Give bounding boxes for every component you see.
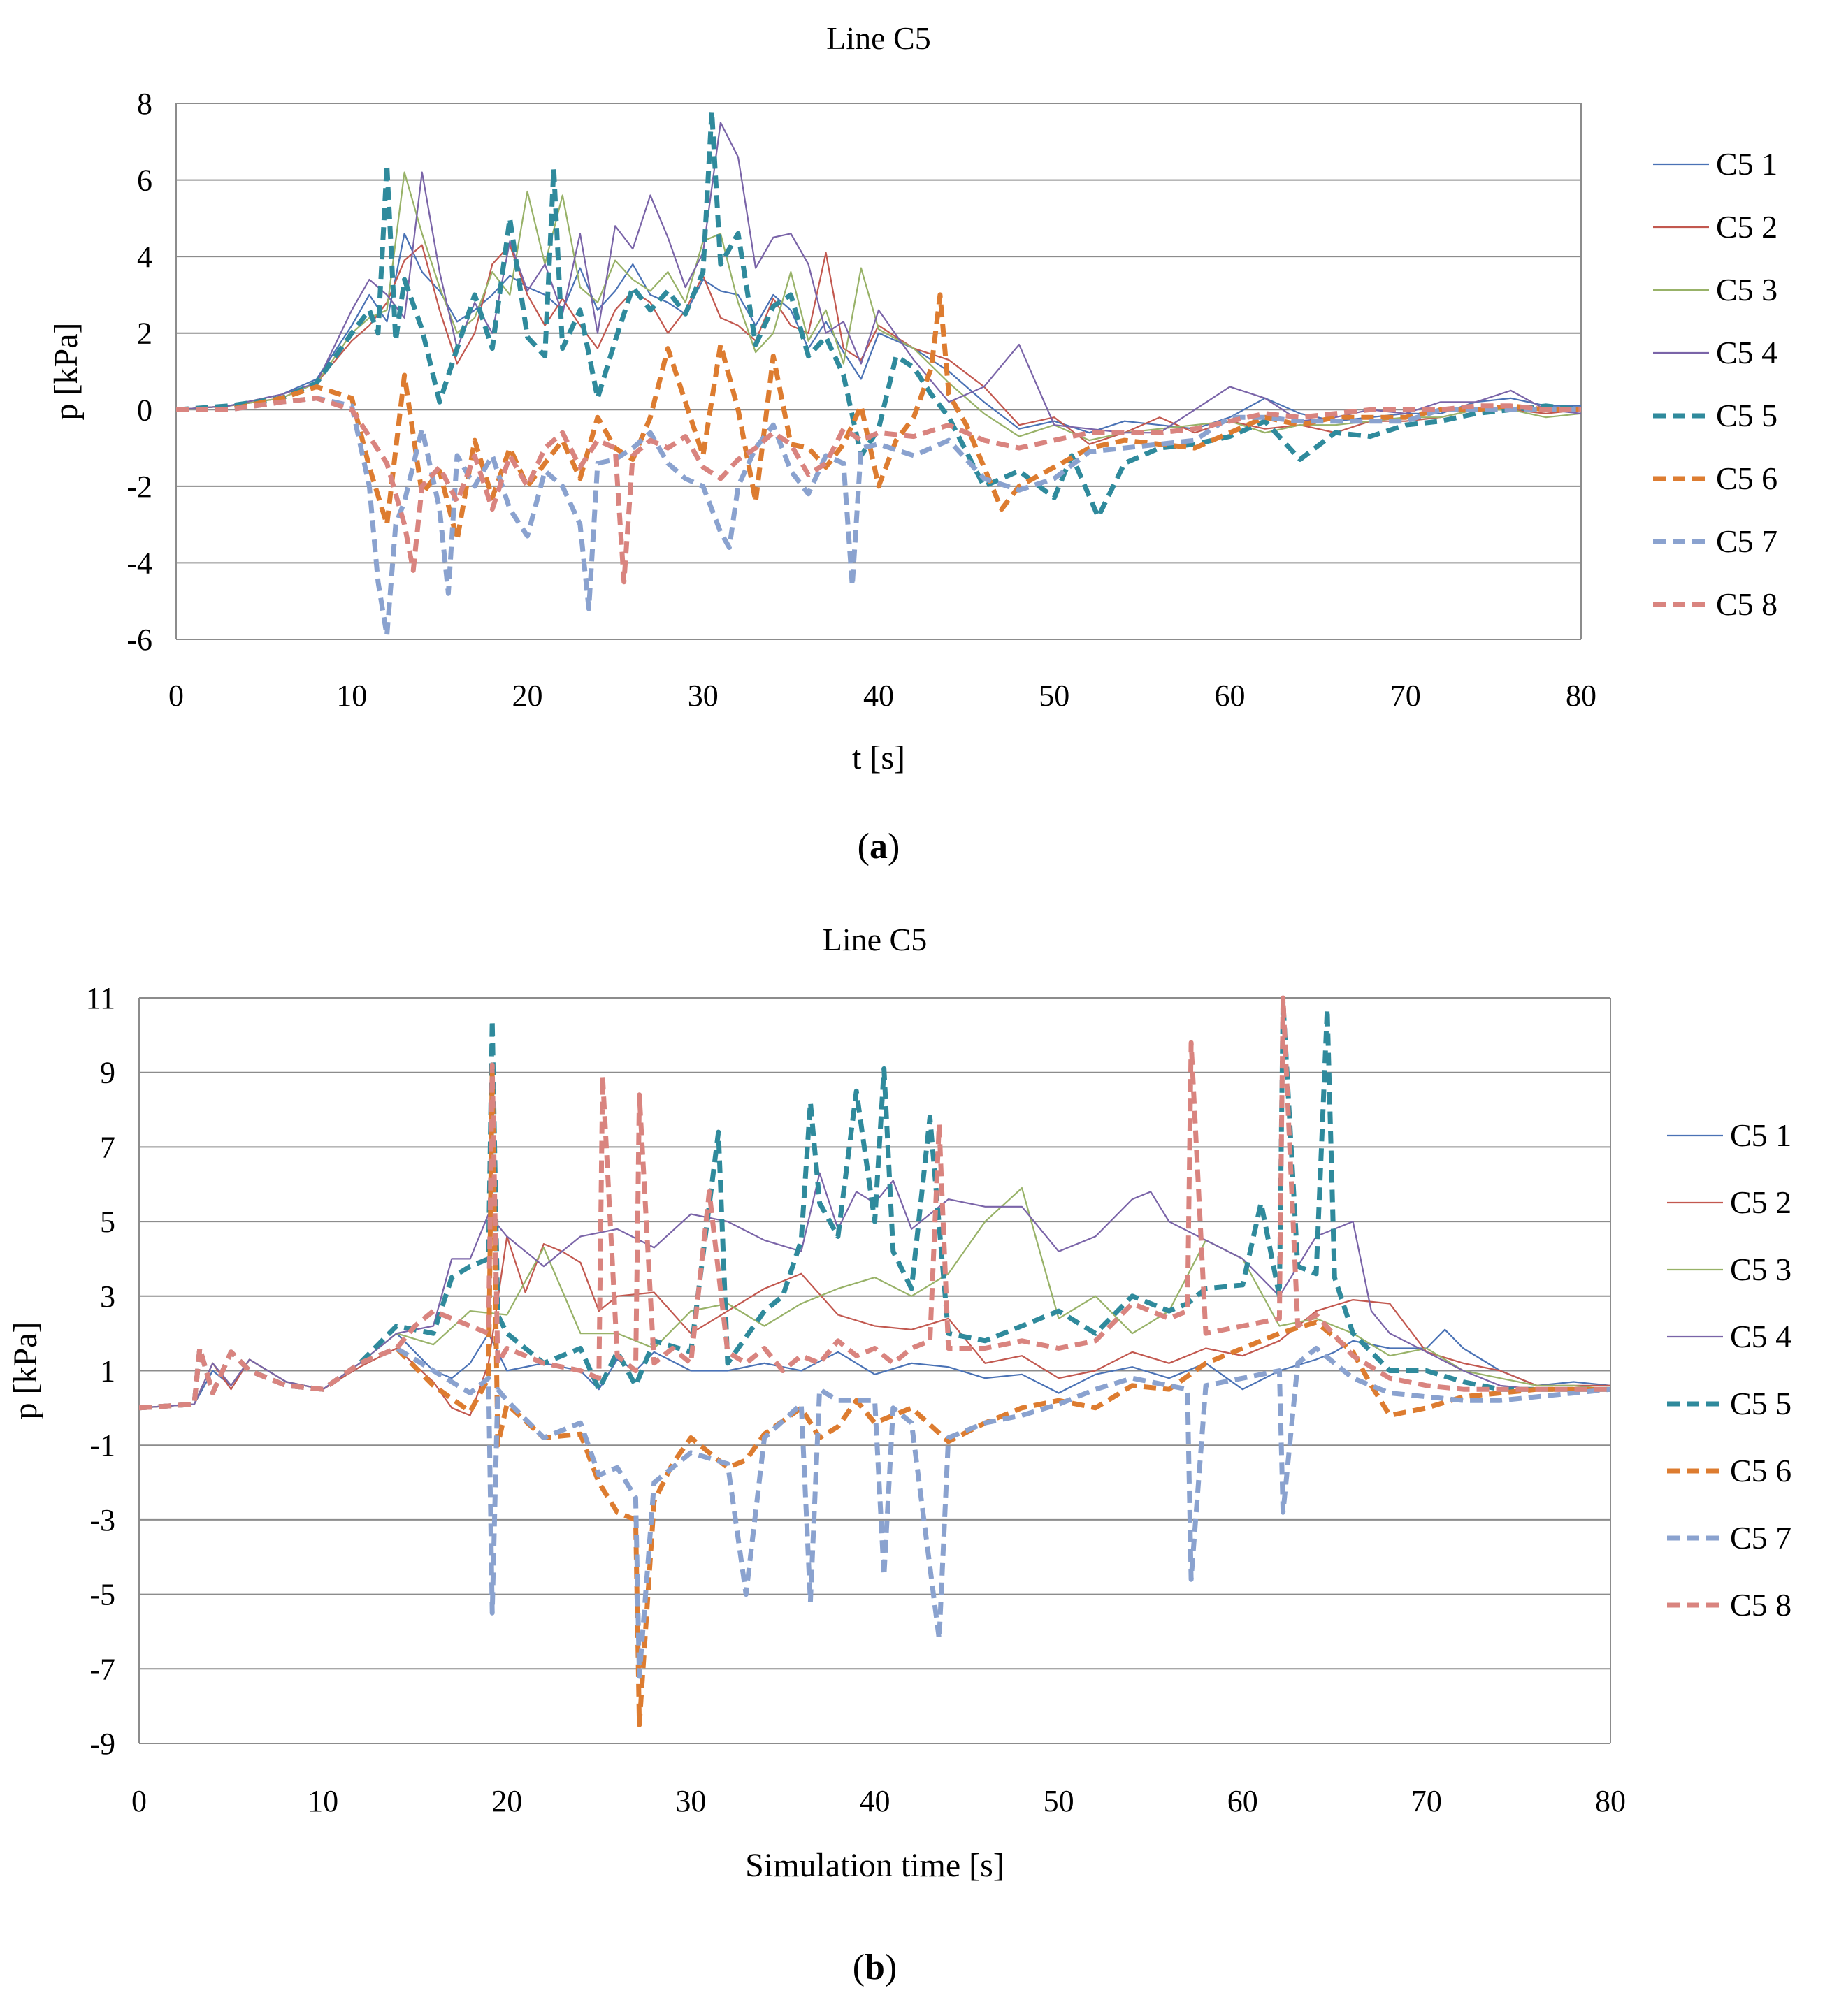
x-tick-label: 0	[131, 1784, 147, 1818]
legend-label: C5 7	[1716, 523, 1777, 559]
legend-label: C5 7	[1730, 1520, 1791, 1555]
panel-caption: (b)	[853, 1948, 897, 1987]
y-tick-label: -6	[127, 623, 152, 657]
y-tick-label: -5	[89, 1578, 115, 1612]
x-tick-label: 70	[1390, 679, 1421, 713]
series-line-c5-7	[139, 1346, 1610, 1679]
series-line-c5-8	[139, 995, 1610, 1411]
y-tick-label: -9	[89, 1727, 115, 1761]
panel-caption: (a)	[858, 827, 900, 866]
chart-title: Line C5	[823, 922, 927, 957]
x-tick-label: 30	[675, 1784, 706, 1818]
x-tick-label: 10	[308, 1784, 338, 1818]
legend-label: C5 5	[1716, 398, 1777, 433]
legend-label: C5 1	[1730, 1117, 1791, 1153]
series-line-c5-7	[176, 396, 1581, 638]
y-tick-label: 1	[100, 1354, 115, 1388]
series-line-c5-4	[176, 122, 1581, 434]
series-line-c5-5	[176, 108, 1581, 520]
legend-label: C5 4	[1716, 335, 1777, 370]
x-tick-label: 80	[1566, 679, 1596, 713]
legend-label: C5 6	[1730, 1453, 1791, 1488]
legend-label: C5 2	[1716, 209, 1777, 245]
x-tick-label: 10	[336, 679, 367, 713]
legend-label: C5 1	[1716, 146, 1777, 182]
y-tick-label: 0	[137, 393, 152, 427]
x-tick-label: 20	[512, 679, 543, 713]
x-tick-label: 60	[1215, 679, 1246, 713]
series-line-c5-2	[176, 244, 1581, 445]
series-line-c5-2	[139, 1235, 1610, 1416]
y-tick-label: 7	[100, 1130, 115, 1164]
x-tick-label: 50	[1039, 679, 1069, 713]
x-tick-label: 80	[1595, 1784, 1626, 1818]
legend-label: C5 3	[1730, 1252, 1791, 1287]
x-tick-label: 50	[1044, 1784, 1074, 1818]
x-axis-label: Simulation time [s]	[745, 1847, 1004, 1884]
y-tick-label: -4	[127, 546, 152, 580]
legend-label: C5 6	[1716, 461, 1777, 496]
series-group	[139, 995, 1610, 1727]
x-tick-label: 20	[491, 1784, 522, 1818]
y-tick-label: 2	[137, 317, 152, 351]
series-group	[176, 108, 1581, 638]
chart-title: Line C5	[826, 20, 930, 56]
legend-label: C5 8	[1730, 1587, 1791, 1623]
legend-label: C5 2	[1730, 1184, 1791, 1220]
series-line-c5-3	[176, 171, 1581, 442]
x-tick-label: 40	[860, 1784, 890, 1818]
legend-label: C5 4	[1730, 1319, 1791, 1354]
y-tick-label: 9	[100, 1056, 115, 1090]
x-tick-label: 0	[168, 679, 184, 713]
x-tick-label: 40	[863, 679, 894, 713]
y-tick-label: -3	[89, 1503, 115, 1537]
legend-label: C5 3	[1716, 272, 1777, 307]
x-tick-label: 30	[688, 679, 719, 713]
y-tick-label: 6	[137, 164, 152, 198]
y-tick-label: 8	[137, 87, 152, 121]
legend-label: C5 5	[1730, 1386, 1791, 1421]
legend-label: C5 8	[1716, 586, 1777, 622]
x-tick-label: 70	[1411, 1784, 1442, 1818]
x-axis-label: t [s]	[852, 739, 905, 776]
y-axis-label: p [kPa]	[7, 1322, 44, 1420]
series-line-c5-4	[139, 1172, 1610, 1409]
series-line-c5-6	[139, 1070, 1610, 1727]
series-line-c5-6	[176, 292, 1581, 543]
series-line-c5-8	[176, 396, 1581, 585]
chart-panel-b: Line C5 -9 -7 -5 -3 -1 1 3 5 7 9 11 0 10 20 30 40 50 60 70 8…	[7, 922, 1791, 1987]
x-tick-label: 60	[1227, 1784, 1258, 1818]
y-axis-label: p [kPa]	[48, 323, 85, 421]
y-tick-label: 11	[86, 981, 115, 1015]
y-tick-label: 4	[137, 240, 152, 274]
y-tick-label: -1	[89, 1428, 115, 1463]
y-tick-label: -2	[127, 470, 152, 504]
y-tick-label: -7	[89, 1652, 115, 1686]
y-tick-label: 5	[100, 1205, 115, 1239]
y-tick-label: 3	[100, 1279, 115, 1314]
